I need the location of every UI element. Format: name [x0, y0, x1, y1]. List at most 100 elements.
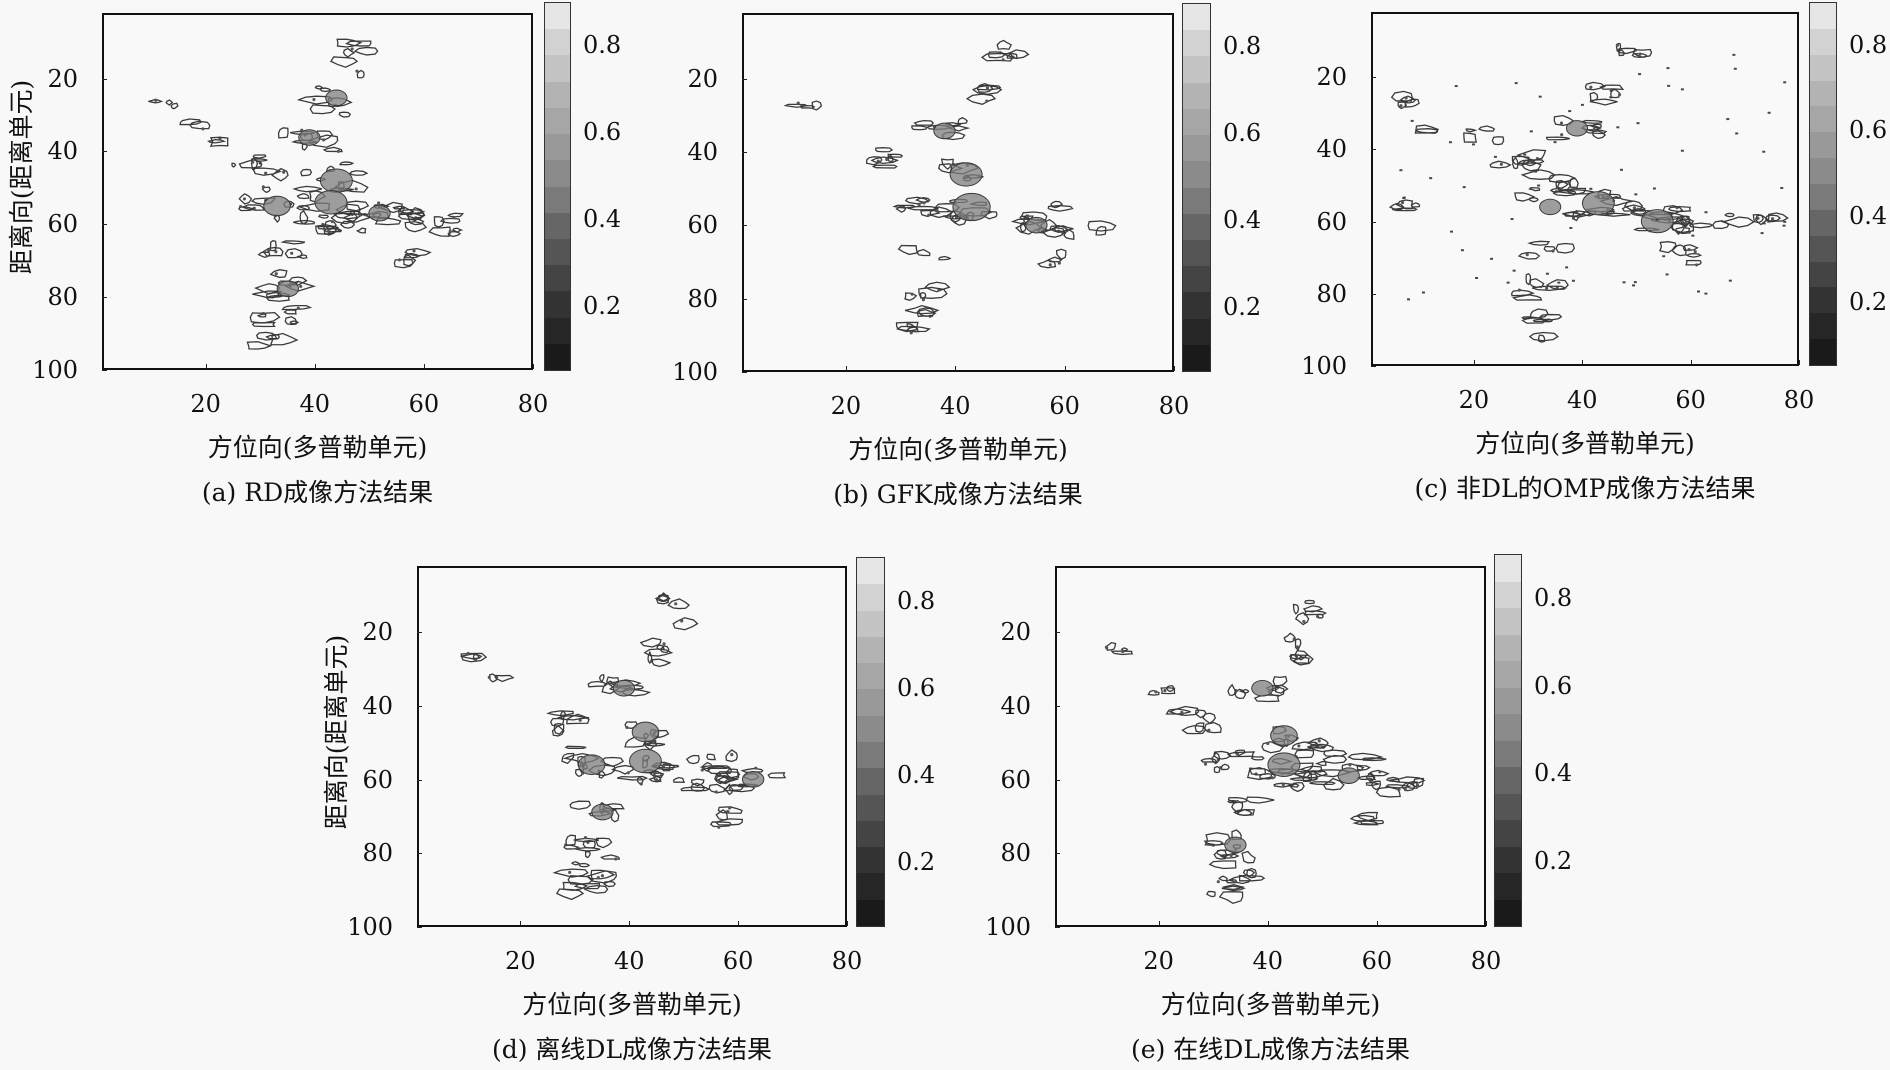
contour-line — [439, 217, 461, 224]
contour-dot — [662, 642, 666, 646]
x-tick-mark — [1174, 366, 1175, 371]
contour-line — [562, 881, 589, 891]
noise-point — [1402, 197, 1406, 200]
colorbar-tick-label: 0.8 — [1223, 32, 1262, 61]
contour-line — [281, 304, 313, 311]
contour-dot — [487, 675, 491, 679]
contour-line — [1047, 256, 1063, 263]
contour-line — [1292, 603, 1300, 615]
contour-dot — [326, 229, 331, 233]
colorbar-band — [545, 186, 570, 213]
colorbar-band — [1495, 714, 1521, 741]
contour-dot — [661, 764, 665, 768]
contour-line — [238, 158, 263, 169]
contour-line — [1250, 756, 1265, 761]
contour-line — [1682, 244, 1699, 251]
noise-point — [1557, 281, 1561, 284]
y-tick-label: 60 — [1316, 207, 1347, 236]
contour-line — [1557, 181, 1571, 192]
contour-plot — [1104, 599, 1426, 905]
colorbar-band — [545, 238, 570, 266]
contour-line — [1537, 334, 1546, 343]
contour-line — [1589, 91, 1599, 102]
contour-line — [1511, 294, 1543, 301]
colorbar-tick-label: 0.6 — [1223, 119, 1262, 148]
contour-line — [556, 714, 590, 721]
y-tick-mark — [417, 705, 422, 707]
y-tick-mark — [742, 225, 747, 227]
x-tick-label: 20 — [505, 947, 536, 975]
noise-point — [1632, 284, 1636, 287]
contour-line — [1221, 885, 1246, 892]
noise-point — [1571, 279, 1575, 282]
colorbar-tick-label: 0.8 — [897, 586, 936, 615]
noise-point — [1462, 186, 1466, 189]
contour-line — [1767, 212, 1789, 223]
colorbar-tick-label: 0.2 — [583, 291, 622, 320]
colorbar-band — [545, 317, 570, 344]
contour-line — [1055, 248, 1067, 261]
contour-line — [565, 834, 577, 846]
contour-line — [338, 161, 355, 166]
colorbar-band — [1495, 661, 1521, 688]
contour-dot — [1617, 93, 1622, 97]
colorbar-band — [545, 265, 570, 292]
contour-line — [342, 213, 371, 223]
contour-line — [584, 850, 591, 859]
contour-dot — [1401, 200, 1405, 205]
y-tick-mark — [417, 853, 422, 855]
noise-point — [1780, 187, 1784, 189]
y-axis-label: 距离向(距离单元) — [322, 634, 351, 829]
contour-line — [1515, 149, 1547, 162]
contour-dot — [796, 101, 800, 105]
x-tick-label: 20 — [190, 390, 221, 418]
contour-line — [349, 170, 369, 176]
x-axis-label: 方位向(多普勒单元) — [1160, 990, 1381, 1019]
contour-line — [257, 251, 271, 259]
contour-line — [976, 82, 994, 93]
contour-line — [1302, 605, 1324, 613]
y-tick-mark — [742, 152, 747, 154]
contour-line — [1204, 721, 1222, 734]
contour-dot — [1545, 286, 1549, 290]
plot-area — [417, 566, 847, 927]
colorbar-tick-label: 0.4 — [1849, 202, 1888, 231]
noise-point — [1399, 169, 1403, 172]
x-tick-mark — [1376, 921, 1378, 926]
colorbar-band — [1495, 767, 1521, 794]
contour-line — [1528, 197, 1539, 203]
contour-dot — [626, 771, 630, 775]
y-tick-mark — [742, 298, 747, 300]
contour-line — [1242, 869, 1256, 878]
contour-line — [392, 205, 407, 210]
contour-dot — [625, 725, 629, 729]
contour-dot — [1105, 646, 1109, 650]
noise-point — [1662, 255, 1666, 258]
contour-line — [1356, 764, 1371, 771]
colorbar-tick-label: 0.2 — [1849, 287, 1888, 316]
colorbar-band — [1183, 4, 1210, 31]
noise-point — [1655, 218, 1659, 221]
plot-area — [1055, 566, 1486, 927]
contour-line — [907, 205, 939, 211]
colorbar-band — [857, 873, 884, 900]
contour-line — [1226, 751, 1256, 758]
contour-line — [277, 127, 289, 139]
contour-dot — [154, 98, 158, 102]
contour-line — [1294, 749, 1315, 759]
contour-dot — [1404, 788, 1408, 792]
contour-line — [595, 837, 613, 849]
intensity-peak — [1640, 209, 1674, 234]
colorbar-band — [857, 663, 884, 690]
contour-line — [875, 147, 894, 153]
intensity-peak — [629, 748, 662, 774]
contour-line — [560, 710, 567, 721]
contour-dot — [1589, 85, 1593, 89]
contour-dot — [1571, 216, 1576, 220]
noise-point — [1633, 281, 1637, 284]
colorbar-band — [545, 3, 570, 30]
contour-line — [403, 252, 421, 259]
contour-line — [1233, 809, 1256, 816]
contour-line — [1063, 229, 1075, 241]
contour-line — [1356, 811, 1379, 822]
